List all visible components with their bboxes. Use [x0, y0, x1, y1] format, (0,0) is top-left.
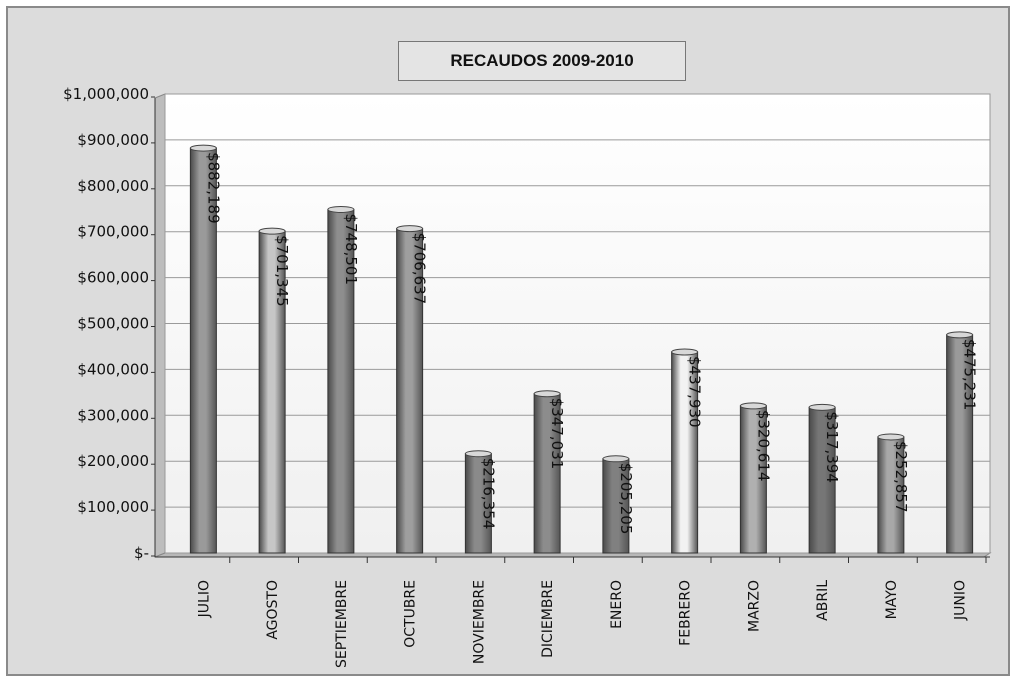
category-label: ABRIL	[815, 580, 831, 621]
bar-top	[327, 205, 355, 213]
bar-top	[808, 403, 836, 411]
bar	[396, 228, 424, 554]
data-label: $317,394	[823, 411, 841, 483]
y-tick-label: $-	[134, 544, 149, 562]
bar	[189, 147, 217, 554]
chart-title: RECAUDOS 2009-2010	[398, 41, 686, 81]
bar	[808, 406, 836, 554]
bar-top	[189, 144, 217, 152]
y-tick-label: $400,000	[77, 360, 149, 378]
bar	[671, 351, 699, 554]
y-tick-label: $700,000	[77, 223, 149, 241]
data-label: $437,930	[686, 356, 704, 428]
y-tick-label: $200,000	[77, 452, 149, 470]
y-tick-label: $500,000	[77, 315, 149, 333]
y-tick-label: $900,000	[77, 131, 149, 149]
category-label: ENERO	[609, 580, 625, 629]
bar	[739, 405, 767, 554]
y-tick-label: $600,000	[77, 269, 149, 287]
bar	[946, 334, 974, 554]
data-label: $252,857	[892, 441, 910, 513]
data-label: $216,354	[479, 458, 497, 530]
bar-top	[396, 225, 424, 233]
category-label: FEBRERO	[678, 580, 694, 646]
category-label: AGOSTO	[265, 580, 281, 640]
data-label: $205,205	[617, 463, 635, 535]
bar	[464, 453, 492, 554]
bar-top	[877, 433, 905, 441]
category-label: OCTUBRE	[403, 580, 419, 648]
bar	[258, 230, 286, 554]
category-label: JULIO	[196, 580, 212, 618]
y-tick-label: $100,000	[77, 498, 149, 516]
y-tick-label: $1,000,000	[63, 85, 149, 103]
bar	[533, 393, 561, 554]
category-label: SEPTIEMBRE	[334, 580, 350, 668]
bar-top	[671, 348, 699, 356]
bar-top	[739, 402, 767, 410]
category-label: MAYO	[884, 580, 900, 619]
plot-floor	[154, 552, 992, 558]
category-label: MARZO	[746, 580, 762, 632]
plot-side-wall	[154, 93, 166, 558]
y-tick-label: $300,000	[77, 406, 149, 424]
data-label: $320,614	[754, 410, 772, 482]
bar-top	[258, 227, 286, 235]
y-tick-label: $800,000	[77, 177, 149, 195]
category-label: JUNIO	[953, 580, 969, 621]
bar-top	[464, 450, 492, 458]
category-label: NOVIEMBRE	[471, 580, 487, 664]
data-label: $748,501	[342, 213, 360, 285]
bar	[877, 436, 905, 554]
data-label: $882,189	[204, 152, 222, 224]
bar	[327, 208, 355, 554]
data-label: $475,231	[961, 339, 979, 411]
category-label: DICIEMBRE	[540, 580, 556, 658]
bar-top	[946, 331, 974, 339]
data-label: $347,031	[548, 398, 566, 470]
bar-top	[602, 455, 630, 463]
bar-top	[533, 390, 561, 398]
data-label: $701,345	[273, 235, 291, 307]
data-label: $706,637	[411, 233, 429, 305]
